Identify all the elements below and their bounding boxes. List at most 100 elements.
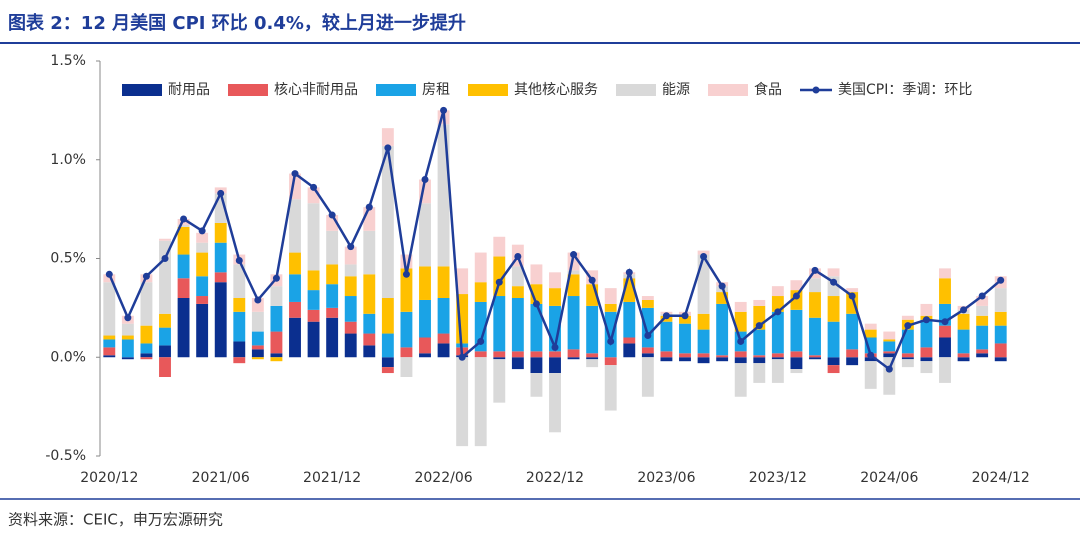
bar-segment bbox=[771, 311, 784, 354]
bar-segment bbox=[697, 357, 710, 364]
y-tick-label: 0.0% bbox=[50, 349, 86, 365]
bar-segment bbox=[289, 173, 301, 200]
line-marker bbox=[737, 337, 745, 345]
bar-segment bbox=[567, 252, 580, 271]
bar-segment bbox=[920, 361, 933, 374]
bar-segment bbox=[994, 288, 1007, 312]
bar-segment bbox=[419, 203, 431, 267]
line-marker bbox=[477, 337, 485, 345]
line-marker bbox=[885, 365, 893, 373]
bar-segment bbox=[846, 349, 859, 358]
bar-segment bbox=[140, 343, 153, 354]
bar-segment bbox=[920, 319, 933, 348]
bar-segment bbox=[920, 303, 933, 316]
bar-segment bbox=[419, 179, 431, 204]
bar-segment bbox=[549, 305, 561, 352]
bar-segment bbox=[920, 347, 933, 358]
bar-segment bbox=[289, 317, 301, 358]
bar-segment bbox=[270, 331, 283, 354]
line-marker bbox=[161, 255, 169, 262]
bar-segment bbox=[233, 298, 246, 312]
bar-segment bbox=[381, 357, 394, 368]
bar-segment bbox=[586, 357, 599, 360]
bar-segment bbox=[939, 268, 951, 279]
bar-segment bbox=[456, 294, 469, 344]
bar-segment bbox=[809, 317, 821, 356]
legend-swatch bbox=[122, 84, 162, 96]
bar-segment bbox=[530, 303, 543, 352]
bar-segment bbox=[344, 276, 357, 297]
bar-segment bbox=[419, 353, 431, 358]
bar-segment bbox=[697, 250, 710, 255]
bar-segment bbox=[196, 242, 209, 253]
line-marker bbox=[532, 300, 540, 308]
bar-segment bbox=[846, 288, 859, 293]
bar-segment bbox=[437, 333, 450, 344]
legend-swatch bbox=[468, 84, 508, 96]
legend-label: 核心非耐用品 bbox=[274, 82, 358, 98]
source: 资料来源：CEIC，申万宏源研究 bbox=[8, 511, 223, 529]
line-marker bbox=[291, 170, 299, 178]
bar-segment bbox=[994, 343, 1007, 358]
bar-segment bbox=[103, 339, 116, 348]
bar-segment bbox=[957, 353, 970, 358]
bar-segment bbox=[716, 355, 729, 358]
y-tick-label: 1.5% bbox=[50, 53, 86, 69]
bar-segment bbox=[771, 357, 784, 360]
bar-segment bbox=[883, 357, 896, 395]
bar-segment bbox=[233, 357, 246, 364]
line-marker bbox=[105, 270, 113, 278]
bar-segment bbox=[251, 331, 264, 346]
line-marker bbox=[848, 292, 856, 300]
bar-segment bbox=[549, 357, 561, 374]
line-marker bbox=[421, 176, 429, 183]
bar-segment bbox=[697, 313, 710, 330]
bar-segment bbox=[177, 226, 190, 255]
bar-segment bbox=[586, 353, 599, 358]
x-tick-label: 2023/12 bbox=[749, 470, 807, 486]
bar-segment bbox=[809, 292, 821, 318]
line-marker bbox=[960, 306, 968, 314]
bar-segment bbox=[623, 301, 636, 338]
bar-segment bbox=[103, 347, 116, 356]
bar-segment bbox=[864, 361, 877, 389]
bar-segment bbox=[121, 335, 134, 340]
bar-segment bbox=[864, 337, 877, 354]
legend-swatch bbox=[376, 84, 416, 96]
bar-segment bbox=[437, 266, 450, 298]
bar-segment bbox=[381, 367, 394, 374]
bar-segment bbox=[530, 351, 543, 358]
bar-segment bbox=[567, 296, 580, 350]
bar-segment bbox=[976, 349, 989, 354]
line-marker bbox=[365, 203, 373, 211]
bar-segment bbox=[567, 349, 580, 358]
bar-segment bbox=[753, 329, 766, 356]
bar-segment bbox=[103, 282, 116, 336]
line-marker bbox=[514, 253, 522, 261]
bar-segment bbox=[140, 353, 153, 358]
bar-segment bbox=[326, 307, 339, 318]
bar-segment bbox=[790, 369, 803, 374]
bar-segment bbox=[883, 339, 896, 342]
x-tick-label: 2022/06 bbox=[414, 470, 472, 486]
bar-segment bbox=[251, 349, 264, 358]
legend-label: 房租 bbox=[422, 82, 450, 98]
bar-segment bbox=[474, 252, 487, 283]
legend-label: 美国CPI：季调：环比 bbox=[838, 82, 972, 98]
line-marker bbox=[755, 322, 763, 330]
bar-segment bbox=[827, 321, 840, 358]
bar-segment bbox=[734, 311, 747, 332]
y-tick-label: 0.5% bbox=[50, 251, 86, 267]
bar-segment bbox=[251, 345, 264, 350]
line-marker bbox=[142, 272, 150, 280]
bar-segment bbox=[381, 298, 394, 334]
bar-segment bbox=[214, 193, 227, 223]
bar-segment bbox=[604, 357, 617, 366]
bar-segment bbox=[901, 315, 914, 320]
bar-segment bbox=[753, 363, 766, 383]
x-tick-label: 2024/12 bbox=[972, 470, 1030, 486]
bar-segment bbox=[697, 254, 710, 314]
line-marker bbox=[180, 215, 188, 223]
bar-segment bbox=[901, 359, 914, 368]
bar-segment bbox=[326, 317, 339, 358]
